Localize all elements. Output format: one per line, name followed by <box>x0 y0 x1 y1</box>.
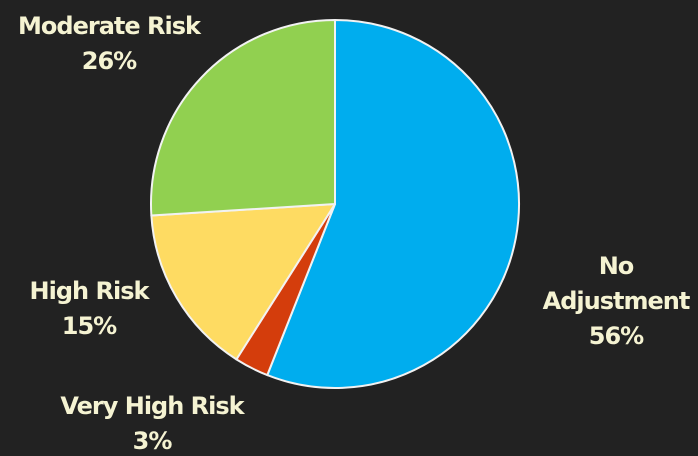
pie-labels: No Adjustment 56% Very High Risk 3% High Risk… <box>18 12 691 455</box>
pie-slices <box>149 19 520 389</box>
slice-percent: 3% <box>133 427 173 455</box>
slice-label-line: Very High Risk <box>60 392 245 420</box>
pie-slice-high-risk <box>150 203 336 361</box>
pie-slice-moderate-risk <box>149 19 336 217</box>
slice-percent: 15% <box>62 312 117 340</box>
slice-label-high-risk: High Risk 15% <box>30 277 151 340</box>
slice-label-line: Moderate Risk <box>18 12 202 40</box>
pie-slice-no-adjustment <box>266 19 520 389</box>
slice-label-very-high-risk: Very High Risk 3% <box>60 392 245 455</box>
slice-label-line: No <box>599 252 634 280</box>
slice-label-no-adjustment: No Adjustment 56% <box>543 252 690 350</box>
slice-label-moderate-risk: Moderate Risk 26% <box>18 12 202 75</box>
slice-percent: 26% <box>82 47 137 75</box>
slice-label-line: High Risk <box>30 277 151 305</box>
slice-label-line: Adjustment <box>543 287 690 315</box>
slice-percent: 56% <box>589 322 644 350</box>
